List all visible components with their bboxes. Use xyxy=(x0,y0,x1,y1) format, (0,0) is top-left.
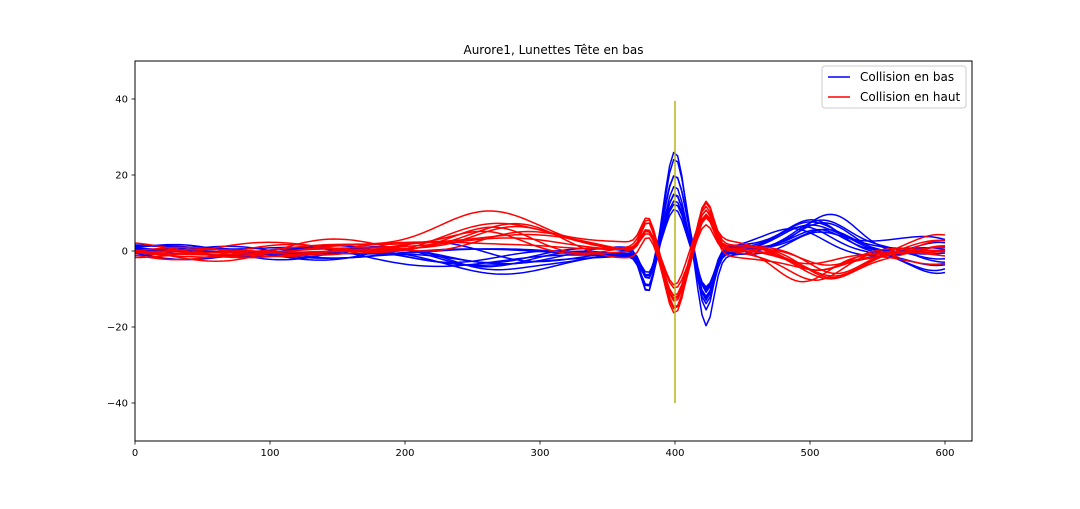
x-tick-label: 300 xyxy=(530,448,549,459)
series-line-collision-en-bas-3 xyxy=(135,175,946,302)
series-line-collision-en-haut-9 xyxy=(135,209,946,286)
series-line-collision-en-bas-10 xyxy=(135,203,946,288)
series-line-collision-en-haut-8 xyxy=(135,215,946,299)
y-tick-label: 20 xyxy=(115,171,128,182)
legend-label-collision-en-haut: Collision en haut xyxy=(860,90,960,104)
y-tick-label: 0 xyxy=(122,247,128,258)
legend: Collision en bas Collision en haut xyxy=(821,65,967,109)
y-tick-label: −40 xyxy=(107,399,128,410)
x-tick-label: 0 xyxy=(132,448,138,459)
series-line-collision-en-bas-11 xyxy=(135,208,946,288)
y-tick-label: −20 xyxy=(107,323,128,334)
x-tick-label: 200 xyxy=(395,448,414,459)
series-line-collision-en-bas-9 xyxy=(135,200,946,290)
legend-label-collision-en-bas: Collision en bas xyxy=(860,70,954,84)
series-line-collision-en-haut-4 xyxy=(135,205,946,300)
chart-title: Aurore1, Lunettes Tête en bas xyxy=(463,43,643,57)
legend-box xyxy=(821,65,967,109)
series-line-collision-en-haut-10 xyxy=(135,224,946,289)
axis-ticks: 0 100 200 300 400 500 600 −40 −20 0 20 40 xyxy=(107,95,955,460)
x-tick-label: 100 xyxy=(260,448,279,459)
plot-area xyxy=(135,100,946,403)
x-tick-label: 500 xyxy=(800,448,819,459)
x-tick-label: 400 xyxy=(665,448,684,459)
y-tick-label: 40 xyxy=(115,95,128,106)
x-tick-label: 600 xyxy=(935,448,954,459)
